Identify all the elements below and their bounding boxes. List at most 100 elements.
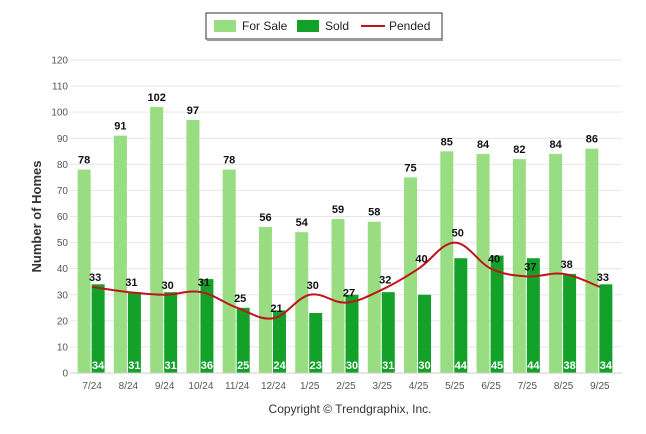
legend-for-sale-swatch [214,20,236,32]
bar-for-sale [113,135,127,373]
data-label-sold: 45 [491,360,503,372]
bar-for-sale [331,219,345,373]
data-label-pended: 40 [488,254,500,266]
x-tick-label: 5/25 [445,381,465,392]
data-label-sold: 31 [382,360,394,372]
y-tick-label: 0 [62,369,68,380]
y-tick-label: 60 [57,212,69,223]
bar-sold [563,273,577,373]
x-tick-label: 6/25 [481,381,501,392]
bar-sold [272,310,286,373]
y-tick-label: 50 [57,238,69,249]
bar-sold [309,313,323,373]
data-label-for-sale: 54 [296,217,309,229]
data-label-for-sale: 58 [368,207,380,219]
data-label-sold: 25 [237,360,249,372]
data-label-for-sale: 59 [332,204,344,216]
x-tick-label: 4/25 [409,381,429,392]
data-label-for-sale: 82 [513,144,525,156]
bar-for-sale [404,177,418,373]
bar-for-sale [512,159,526,373]
y-tick-label: 70 [57,186,69,197]
y-tick-label: 110 [52,82,68,93]
y-axis-ticks: 0 10 20 30 40 50 60 70 80 90 100 110 120 [51,56,68,380]
data-label-pended: 21 [270,303,282,315]
data-label-sold: 36 [201,360,213,372]
bar-for-sale [585,148,599,373]
x-tick-label: 3/25 [373,381,393,392]
bar-sold [91,284,105,373]
data-label-sold: 23 [310,360,322,372]
bar-for-sale [77,169,91,373]
y-axis-label: Number of Homes [29,161,44,273]
y-tick-label: 30 [57,290,69,301]
bar-sold [200,279,214,373]
legend-pended-label: Pended [389,19,430,33]
data-label-sold: 30 [346,360,358,372]
data-label-for-sale: 97 [187,105,199,117]
bar-for-sale [295,232,309,373]
legend-box [205,12,443,40]
pended-line [91,241,601,320]
x-tick-label: 8/25 [554,381,574,392]
data-label-for-sale: 102 [147,92,165,104]
bar-sold [454,258,468,373]
data-label-for-sale: 75 [404,162,416,174]
data-label-for-sale: 84 [477,139,490,151]
bar-sold [526,258,540,373]
x-tick-label: 9/24 [155,381,175,392]
data-label-sold: 30 [418,360,430,372]
bar-sold [599,284,613,373]
bar-sold [236,307,250,373]
data-label-for-sale: 91 [114,121,126,133]
x-tick-label: 9/25 [590,381,610,392]
bar-sold [381,292,395,373]
data-label-sold: 31 [128,360,140,372]
bar-for-sale [150,106,164,373]
data-label-pended: 50 [452,228,464,240]
bar-for-sale [222,169,236,373]
bar-sold [418,294,432,373]
x-tick-label: 8/24 [119,381,139,392]
x-tick-label: 11/24 [225,381,250,392]
data-label-for-sale: 56 [259,212,271,224]
x-tick-label: 7/24 [82,381,102,392]
series-sold: 34 31 31 36 25 24 23 30 31 30 44 45 44 38 34 [91,255,613,373]
data-label-pended: 30 [307,280,319,292]
legend-sold-label: Sold [325,19,349,33]
data-label-for-sale: 84 [549,139,562,151]
y-tick-label: 120 [51,56,68,67]
data-label-pended: 30 [162,280,174,292]
data-label-pended: 37 [524,261,536,273]
legend-for-sale-label: For Sale [242,19,288,33]
data-label-pended: 27 [343,288,355,300]
data-label-sold: 24 [273,360,286,372]
x-tick-label: 7/25 [518,381,538,392]
series-pended: 33 31 30 31 25 21 30 27 32 40 50 40 37 38 33 [89,228,609,320]
copyright-text: Copyright © Trendgraphix, Inc. [269,402,432,416]
y-tick-label: 90 [57,134,69,145]
data-label-pended: 33 [89,272,101,284]
data-label-for-sale: 85 [441,136,453,148]
bar-sold [164,292,178,373]
bar-for-sale [186,119,200,373]
data-label-for-sale: 86 [586,134,598,146]
x-axis-ticks: 7/24 8/24 9/24 10/24 11/24 12/24 1/25 2/25 3/25 4… [70,372,622,392]
data-label-pended: 31 [125,277,137,289]
data-label-pended: 31 [198,277,210,289]
bar-sold [345,294,359,373]
bar-for-sale [549,153,563,373]
data-label-pended: 33 [597,272,609,284]
legend: For Sale Sold Pended [205,12,443,41]
legend-sold-swatch [297,20,319,32]
bar-for-sale [440,151,454,373]
data-label-sold: 34 [92,360,105,372]
data-label-pended: 25 [234,293,246,305]
y-tick-label: 100 [51,108,68,119]
bar-for-sale [258,226,272,373]
data-label-sold: 38 [563,360,575,372]
data-label-sold: 44 [527,360,540,372]
data-label-pended: 38 [560,259,572,271]
x-tick-label: 2/25 [336,381,356,392]
